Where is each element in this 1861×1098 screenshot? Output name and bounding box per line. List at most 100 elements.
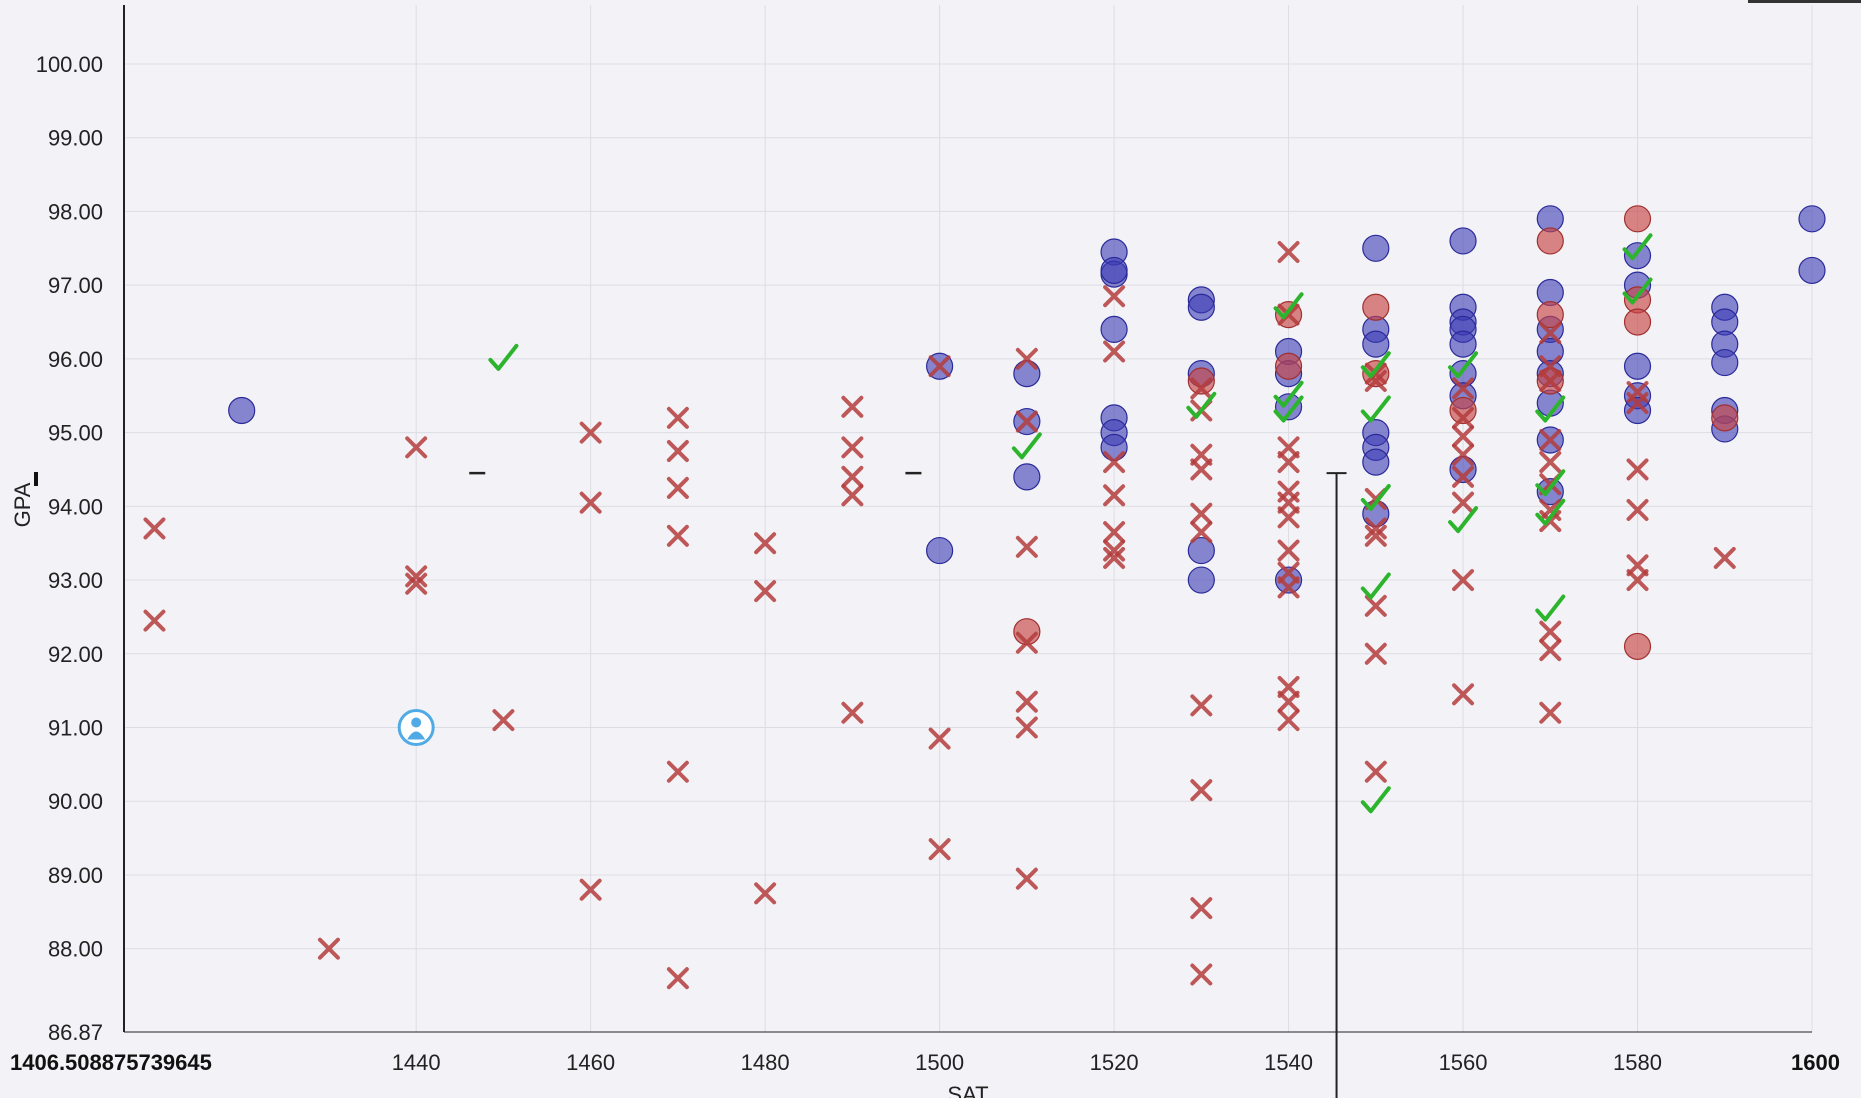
rejected-x-point — [928, 727, 951, 750]
accepted-check-point — [1360, 483, 1391, 511]
rejected-x-point — [1277, 690, 1300, 713]
rejected-x-point — [405, 436, 428, 459]
rejected-x-point — [1277, 303, 1300, 326]
accepted-check-point — [1535, 594, 1566, 622]
rejected-x-point — [1103, 285, 1126, 308]
rejected-x-point — [666, 476, 689, 499]
rejected-x-point — [841, 465, 864, 488]
accepted-check-point — [1273, 395, 1304, 423]
rejected-x-point — [1103, 340, 1126, 363]
rejected-x-point — [143, 517, 166, 540]
x-tick-label: 1480 — [741, 1050, 790, 1075]
accepted-check-point — [1273, 292, 1304, 320]
rejected-x-point — [1364, 362, 1387, 385]
rejected-x-point — [1539, 639, 1562, 662]
rejected-x-point — [754, 882, 777, 905]
accepted-check-point — [1448, 506, 1479, 534]
user-icon-head — [411, 717, 422, 728]
rejected-circle-point — [1623, 632, 1652, 661]
y-tick-label: 90.00 — [48, 789, 103, 814]
y-tick-label: 98.00 — [48, 199, 103, 224]
accepted-point — [1711, 348, 1739, 377]
rejected-x-point — [1364, 524, 1387, 547]
x-tick-label: 1520 — [1090, 1050, 1139, 1075]
rejected-x-point — [1190, 502, 1213, 525]
y-tick-label: 89.00 — [48, 863, 103, 888]
x-tick-label: 1460 — [566, 1050, 615, 1075]
rejected-x-point — [1190, 963, 1213, 986]
accepted-check-point — [1011, 432, 1042, 460]
accepted-check-point — [1360, 395, 1391, 423]
rejected-x-point — [143, 609, 166, 632]
rejected-x-point — [1190, 694, 1213, 717]
rejected-x-point — [1626, 499, 1649, 522]
accepted-point — [1362, 448, 1390, 476]
rejected-x-point — [1626, 569, 1649, 592]
accepted-point — [1449, 330, 1477, 358]
corner-handle[interactable] — [1748, 0, 1861, 3]
rejected-x-point — [1539, 451, 1562, 474]
rejected-x-point — [1539, 428, 1562, 451]
rejected-x-point — [405, 572, 428, 595]
rejected-x-point — [1190, 897, 1213, 920]
rejected-x-point — [666, 524, 689, 547]
accepted-point — [1362, 330, 1390, 358]
rejected-x-point — [666, 967, 689, 990]
rejected-circle-point — [1711, 404, 1739, 432]
rejected-x-point — [928, 838, 951, 861]
accepted-check-point — [488, 343, 519, 371]
rejected-x-point — [1452, 683, 1475, 706]
rejected-x-point — [1364, 517, 1387, 540]
y-axis-handle[interactable] — [34, 472, 38, 486]
rejected-x-point — [1452, 491, 1475, 514]
rejected-x-point — [1539, 322, 1562, 345]
user-marker[interactable] — [397, 709, 435, 747]
accepted-point — [228, 396, 256, 425]
x-tick-label: 1440 — [392, 1050, 441, 1075]
y-tick-label: 99.00 — [48, 126, 103, 151]
rejected-x-point — [1539, 701, 1562, 724]
x-tick-labels: 1406.508875739645 1440 1460 1480 1500 1520 154… — [10, 1050, 1840, 1075]
rejected-x-point — [405, 565, 428, 588]
rejected-x-point — [1452, 443, 1475, 466]
x-tick-label: 1580 — [1613, 1050, 1662, 1075]
reference-lines — [469, 471, 1347, 1098]
rejected-x-point — [1015, 535, 1038, 558]
rejected-x-point — [1452, 569, 1475, 592]
accepted-point — [1100, 315, 1128, 343]
rejected-x-point — [1103, 484, 1126, 507]
accepted-point — [1187, 293, 1215, 321]
y-axis-title: GPA — [10, 482, 35, 527]
rejected-x-point — [928, 355, 951, 378]
accepted-point — [1100, 256, 1128, 285]
rejected-x-point — [841, 395, 864, 418]
rejected-x-point — [1713, 546, 1736, 569]
rejected-x-point — [1015, 631, 1038, 654]
accepted-point — [1013, 360, 1041, 388]
rejected-x-point — [1452, 406, 1475, 429]
rejected-circle-point — [1274, 352, 1303, 380]
rejected-x-point — [1190, 779, 1213, 802]
accepted-point — [1449, 227, 1477, 255]
accepted-check-point — [1186, 391, 1217, 419]
accepted-check-point — [1622, 277, 1653, 305]
accepted-point — [1623, 242, 1652, 270]
y-tick-label: 93.00 — [48, 568, 103, 593]
rejected-x-point — [1452, 425, 1475, 448]
rejected-circle-point — [1623, 308, 1652, 336]
rejected-x-point — [1277, 451, 1300, 474]
rejected-x-point — [841, 701, 864, 724]
y-tick-label: 91.00 — [48, 716, 103, 741]
y-tick-label: 94.00 — [48, 494, 103, 519]
rejected-x-point — [317, 937, 340, 960]
y-tick-label: 92.00 — [48, 642, 103, 667]
rejected-x-point — [754, 532, 777, 555]
accepted-point — [1362, 234, 1390, 262]
grid — [124, 5, 1813, 1032]
rejected-x-point — [1015, 867, 1038, 890]
accepted-point — [926, 536, 954, 565]
data-points — [143, 205, 1826, 990]
y-tick-label: 86.87 — [48, 1020, 103, 1045]
accepted-point — [1798, 256, 1826, 285]
accepted-check-point — [1360, 786, 1391, 814]
